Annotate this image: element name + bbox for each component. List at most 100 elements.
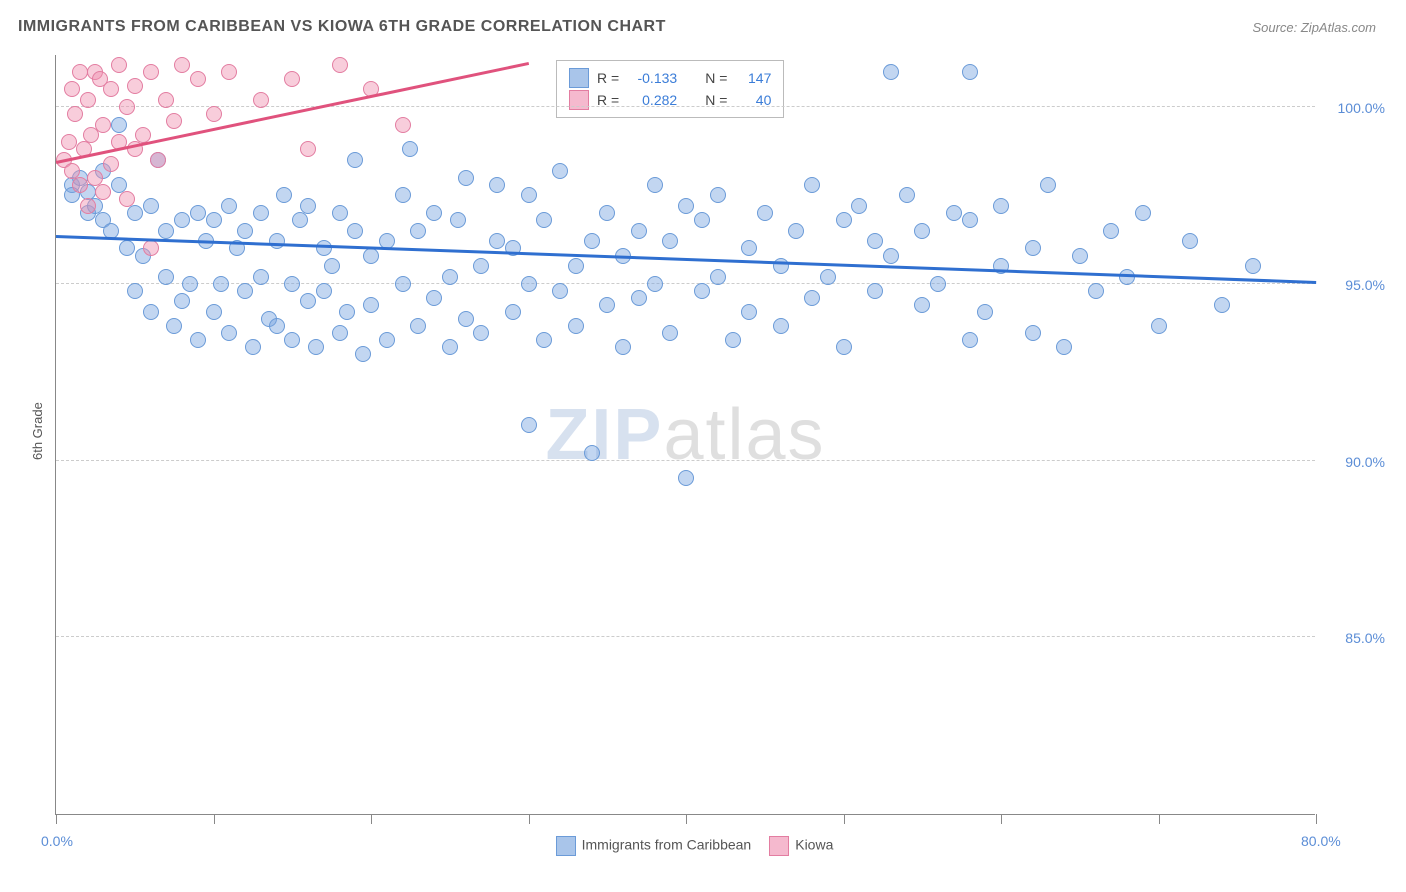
scatter-point [402,141,418,157]
chart-title: IMMIGRANTS FROM CARIBBEAN VS KIOWA 6TH G… [18,18,666,36]
scatter-point [489,233,505,249]
scatter-point [883,64,899,80]
scatter-point [946,205,962,221]
legend-swatch [769,836,789,856]
scatter-point [867,233,883,249]
scatter-point [174,57,190,73]
scatter-point [678,470,694,486]
legend-series: Immigrants from CaribbeanKiowa [56,836,1315,856]
scatter-point [119,191,135,207]
scatter-point [308,339,324,355]
legend-label: Kiowa [795,837,833,853]
scatter-point [174,293,190,309]
scatter-point [804,290,820,306]
scatter-point [221,325,237,341]
scatter-point [284,276,300,292]
scatter-point [883,248,899,264]
scatter-point [61,134,77,150]
scatter-point [190,71,206,87]
scatter-point [993,198,1009,214]
scatter-point [276,187,292,203]
scatter-point [930,276,946,292]
legend-stats: R =-0.133N =147R =0.282N =40 [556,60,784,118]
scatter-point [710,269,726,285]
r-label: R = [597,70,619,86]
scatter-point [694,283,710,299]
scatter-point [741,304,757,320]
scatter-point [410,318,426,334]
scatter-point [804,177,820,193]
x-tick-label: 0.0% [41,833,73,849]
scatter-point [867,283,883,299]
scatter-point [458,170,474,186]
scatter-point [568,318,584,334]
scatter-point [473,258,489,274]
scatter-point [80,198,96,214]
scatter-point [127,78,143,94]
scatter-point [836,212,852,228]
scatter-point [103,156,119,172]
source-attribution: Source: ZipAtlas.com [1252,20,1376,35]
scatter-point [820,269,836,285]
n-label: N = [705,70,727,86]
scatter-point [521,187,537,203]
watermark: ZIPatlas [545,394,825,476]
gridline [56,636,1315,637]
scatter-point [505,304,521,320]
scatter-point [213,276,229,292]
legend-stat-row: R =-0.133N =147 [569,67,771,89]
scatter-point [426,290,442,306]
scatter-point [269,233,285,249]
scatter-point [450,212,466,228]
scatter-point [552,283,568,299]
legend-stat-row: R =0.282N =40 [569,89,771,111]
y-tick-label: 85.0% [1325,630,1385,646]
scatter-point [741,240,757,256]
scatter-point [206,304,222,320]
scatter-point [599,297,615,313]
scatter-point [111,117,127,133]
gridline [56,106,1315,107]
scatter-point [1025,240,1041,256]
scatter-point [442,339,458,355]
scatter-point [458,311,474,327]
scatter-point [64,81,80,97]
scatter-point [410,223,426,239]
scatter-point [363,248,379,264]
scatter-point [190,332,206,348]
scatter-point [710,187,726,203]
scatter-point [899,187,915,203]
scatter-point [568,258,584,274]
x-tick [56,814,57,824]
scatter-point [631,223,647,239]
x-tick [1001,814,1002,824]
r-value: -0.133 [627,70,677,86]
legend-swatch [569,68,589,88]
scatter-point [521,276,537,292]
scatter-point [166,113,182,129]
x-tick [371,814,372,824]
scatter-point [1072,248,1088,264]
y-tick-label: 95.0% [1325,277,1385,293]
scatter-point [631,290,647,306]
scatter-point [473,325,489,341]
scatter-point [1103,223,1119,239]
scatter-point [158,269,174,285]
scatter-point [253,92,269,108]
scatter-point [584,233,600,249]
scatter-point [72,64,88,80]
scatter-point [1088,283,1104,299]
x-tick [686,814,687,824]
y-tick-label: 90.0% [1325,454,1385,470]
scatter-point [174,212,190,228]
scatter-point [363,297,379,313]
scatter-point [284,71,300,87]
scatter-point [757,205,773,221]
scatter-point [300,141,316,157]
scatter-point [599,205,615,221]
scatter-point [1135,205,1151,221]
scatter-point [773,318,789,334]
scatter-point [269,318,285,334]
scatter-point [788,223,804,239]
scatter-point [615,339,631,355]
